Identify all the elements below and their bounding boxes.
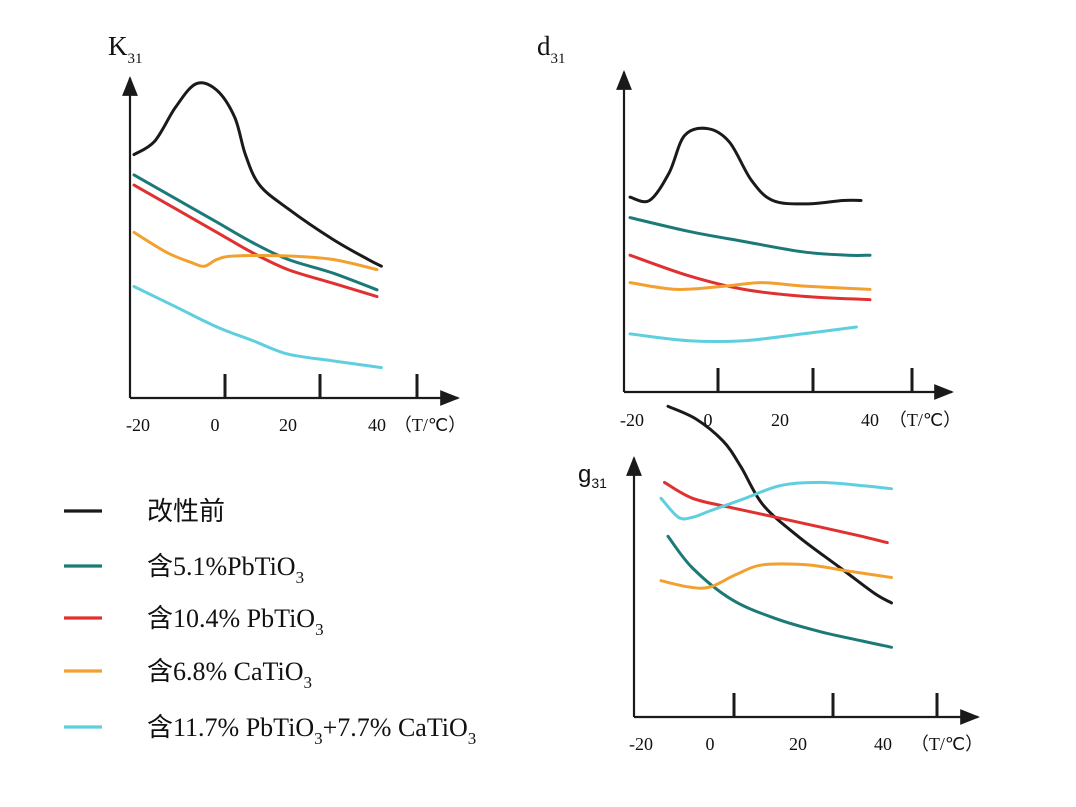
x-tick-label: -20	[126, 415, 150, 435]
x-tick-label: 0	[704, 410, 713, 430]
chart-K31: -20 0 20 40 （T/℃） K31	[108, 31, 466, 435]
series-line	[666, 534, 893, 649]
legend-item: 改性前	[64, 497, 225, 526]
series-line	[132, 183, 379, 299]
legend-label: 含5.1%PbTiO3	[147, 552, 304, 587]
series-line	[666, 404, 893, 605]
legend-item: 含10.4% PbTiO3	[64, 604, 324, 639]
series-line	[659, 562, 893, 590]
x-tick-label: 0	[211, 415, 220, 435]
legend-label: 含6.8% CaTiO3	[147, 657, 312, 692]
legend-label: 含11.7% PbTiO3+7.7% CaTiO3	[147, 713, 476, 748]
series-line	[628, 216, 872, 257]
legend-item: 含5.1%PbTiO3	[64, 552, 304, 587]
chart-g31: -20 0 20 40 （T/℃） g31	[578, 404, 983, 754]
series-line	[663, 480, 889, 545]
series-line	[628, 325, 858, 344]
series-line	[628, 126, 863, 206]
x-tick-label: 40	[874, 734, 892, 754]
y-axis-label: g31	[578, 461, 607, 491]
series-line	[132, 81, 383, 268]
legend-label: 含10.4% PbTiO3	[147, 604, 324, 639]
x-tick-label: 40	[368, 415, 386, 435]
x-tick-label: 40	[861, 410, 879, 430]
series-line	[132, 230, 379, 272]
series-line	[628, 253, 872, 302]
series-line	[628, 281, 872, 291]
x-tick-label: 0	[706, 734, 715, 754]
chart-d31: -20 0 20 40 （T/℃） d31	[537, 31, 961, 430]
x-tick-label: -20	[629, 734, 653, 754]
y-axis-label: K31	[108, 31, 143, 67]
x-tick-label: 20	[771, 410, 789, 430]
x-tick-label: -20	[620, 410, 644, 430]
legend-item: 含6.8% CaTiO3	[64, 657, 312, 692]
series-line	[132, 285, 383, 370]
x-tick-label: 20	[789, 734, 807, 754]
x-tick-label: 20	[279, 415, 297, 435]
legend-label: 改性前	[147, 497, 225, 526]
legend-item: 含11.7% PbTiO3+7.7% CaTiO3	[64, 713, 476, 748]
y-axis-label: d31	[537, 31, 566, 67]
series-line	[659, 480, 893, 521]
x-axis-unit: （T/℃）	[911, 734, 983, 754]
charts-layer: -20 0 20 40 （T/℃） K31 -20 0 20 40 （T/℃） d31 -20 0 20 40…	[108, 31, 983, 754]
x-axis-unit: （T/℃）	[889, 410, 961, 430]
series-line	[132, 173, 379, 292]
x-axis-unit: （T/℃）	[394, 415, 466, 435]
